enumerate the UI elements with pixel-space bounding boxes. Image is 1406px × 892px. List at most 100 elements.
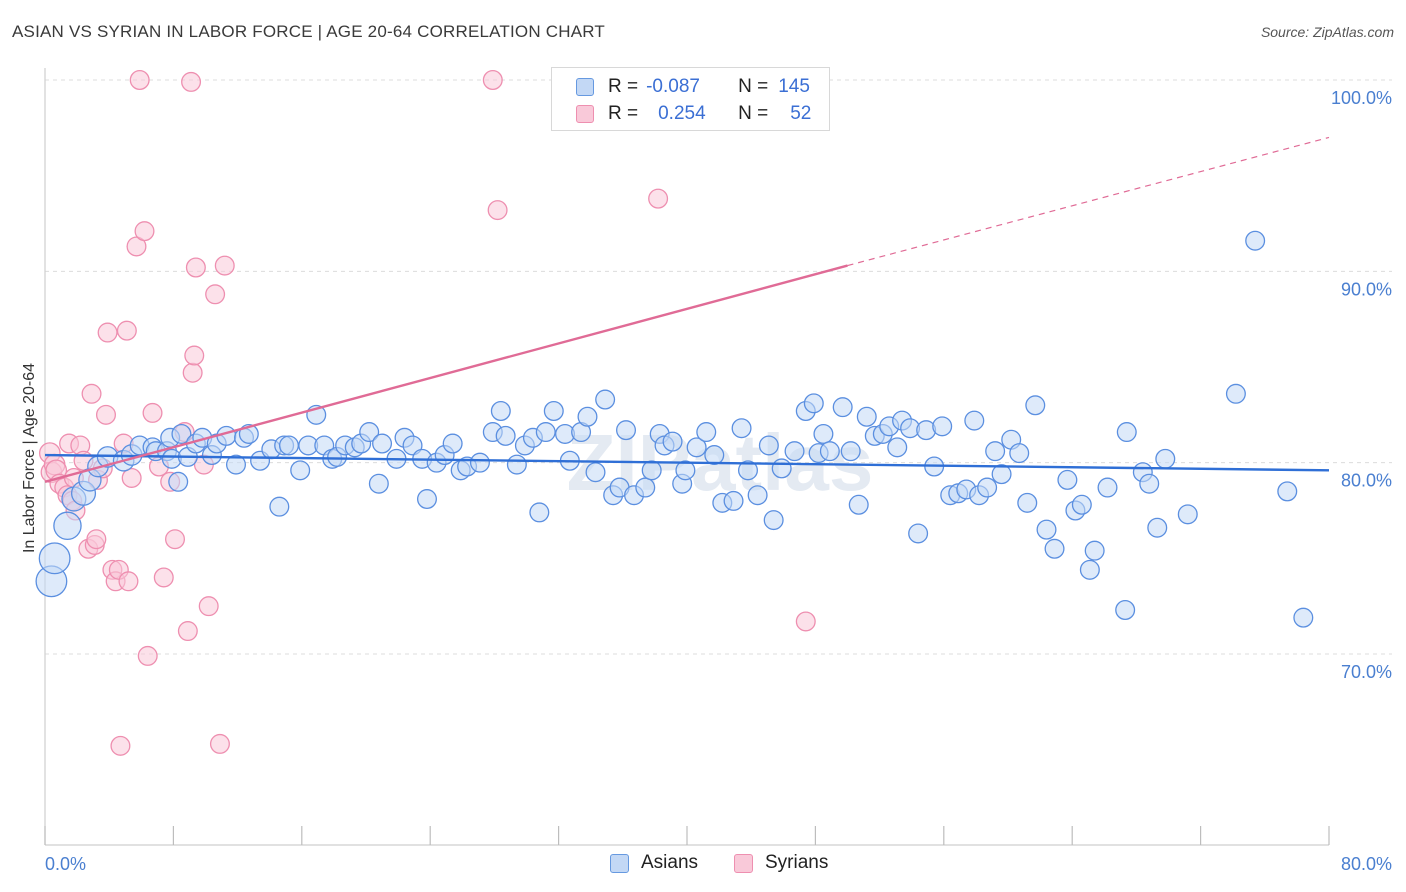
asians-point bbox=[577, 406, 598, 427]
y-tick-label: 90.0% bbox=[1341, 279, 1392, 299]
asians-point bbox=[985, 441, 1006, 462]
syrians-point bbox=[181, 71, 202, 92]
asians-point bbox=[771, 458, 792, 479]
asians-point bbox=[991, 464, 1012, 485]
legend-row-syrians: R = 0.254 N = 52 bbox=[576, 102, 811, 126]
asians-point bbox=[1079, 559, 1100, 580]
asians-point bbox=[168, 471, 189, 492]
syrians-point bbox=[198, 596, 219, 617]
syrians-point bbox=[142, 402, 163, 423]
asians-point bbox=[38, 542, 71, 575]
asians-point bbox=[278, 435, 299, 456]
asians-point bbox=[1097, 477, 1118, 498]
asians-point bbox=[675, 460, 696, 481]
legend-item-asians[interactable]: Asians bbox=[610, 852, 698, 874]
asians-point bbox=[1139, 473, 1160, 494]
asians-point bbox=[763, 510, 784, 531]
asians-point bbox=[1025, 395, 1046, 416]
asians-point bbox=[1116, 422, 1137, 443]
asians-point bbox=[368, 473, 389, 494]
asians-point bbox=[932, 416, 953, 437]
syrians-point bbox=[482, 70, 503, 91]
asians-point bbox=[977, 477, 998, 498]
asians-point bbox=[506, 454, 527, 475]
syrians-point bbox=[129, 70, 150, 91]
asians-point bbox=[53, 511, 82, 541]
asians-point bbox=[641, 460, 662, 481]
legend-row-asians: R = -0.087 N = 145 bbox=[576, 75, 810, 99]
syrians-point bbox=[153, 567, 174, 588]
syrians-point bbox=[185, 257, 206, 278]
legend-swatch-asians bbox=[610, 853, 629, 873]
legend-item-syrians[interactable]: Syrians bbox=[734, 852, 828, 874]
asians-point bbox=[908, 523, 929, 544]
grid-lines bbox=[45, 79, 1392, 655]
y-tick-label: 70.0% bbox=[1341, 662, 1392, 682]
asians-point bbox=[269, 496, 290, 517]
asians-point bbox=[856, 406, 877, 427]
asians-point bbox=[747, 485, 768, 506]
syrians-point bbox=[134, 221, 155, 242]
asians-point bbox=[490, 401, 511, 422]
asians-point bbox=[1177, 504, 1198, 525]
asians-point bbox=[1115, 599, 1136, 620]
syrians-point bbox=[795, 611, 816, 632]
syrians-point bbox=[209, 733, 230, 754]
legend-r-value: 0.254 bbox=[658, 103, 706, 124]
syrians-point bbox=[177, 621, 198, 642]
syrians-point bbox=[205, 284, 226, 305]
asians-point bbox=[813, 423, 834, 444]
asians-point bbox=[1277, 481, 1298, 502]
chart-title: ASIAN VS SYRIAN IN LABOR FORCE | AGE 20-… bbox=[12, 22, 605, 41]
x-tick-label: 80.0% bbox=[1341, 854, 1392, 874]
asians-point bbox=[171, 423, 192, 444]
asians-point bbox=[402, 435, 423, 456]
legend-swatch-syrians bbox=[734, 853, 753, 873]
asians-point bbox=[1009, 443, 1030, 464]
syrians-point bbox=[182, 362, 203, 383]
asians-point bbox=[635, 477, 656, 498]
legend-r-label: R = bbox=[608, 103, 639, 124]
y-tick-label: 80.0% bbox=[1341, 471, 1392, 491]
syrians-point bbox=[86, 529, 107, 550]
syrians-point bbox=[165, 529, 186, 550]
legend-r-label: R = bbox=[608, 76, 639, 97]
asians-point bbox=[848, 494, 869, 515]
asians-point bbox=[359, 422, 380, 443]
asians-point bbox=[686, 437, 707, 458]
asians-point bbox=[784, 441, 805, 462]
asians-point bbox=[1057, 469, 1078, 490]
asians-point bbox=[543, 401, 564, 422]
asians-point bbox=[372, 433, 393, 454]
source-label: Source: ZipAtlas.com bbox=[1260, 24, 1394, 40]
stats-legend: R = -0.087 N = 145 R = 0.254 N = 52 bbox=[551, 67, 830, 131]
asians-point bbox=[832, 397, 853, 418]
legend-swatch-syrians bbox=[576, 105, 594, 123]
asians-point bbox=[469, 452, 490, 473]
asians-point bbox=[1245, 230, 1266, 251]
asians-point bbox=[662, 431, 683, 452]
legend-n-label: N = bbox=[738, 76, 769, 97]
legend-r-value: -0.087 bbox=[646, 76, 700, 97]
asians-point bbox=[1147, 517, 1168, 538]
asians-point bbox=[1084, 540, 1105, 561]
asians-point bbox=[416, 489, 437, 510]
asians-point bbox=[696, 422, 717, 443]
asians-point bbox=[737, 460, 758, 481]
y-tick-label: 100.0% bbox=[1331, 88, 1392, 108]
syrians-point bbox=[110, 735, 131, 756]
legend-n-label: N = bbox=[738, 103, 769, 124]
legend-label-syrians: Syrians bbox=[765, 852, 829, 873]
syrians-point bbox=[121, 467, 142, 488]
asians-point bbox=[704, 445, 725, 466]
asians-point bbox=[529, 502, 550, 523]
asians-point bbox=[803, 393, 824, 414]
asians-point bbox=[225, 454, 246, 475]
asians-point bbox=[964, 410, 985, 431]
asians-point bbox=[1225, 383, 1246, 404]
legend-n-value: 52 bbox=[790, 103, 812, 124]
asians-trend-line bbox=[44, 453, 1330, 472]
syrians-point bbox=[648, 188, 669, 209]
asians-point bbox=[887, 437, 908, 458]
